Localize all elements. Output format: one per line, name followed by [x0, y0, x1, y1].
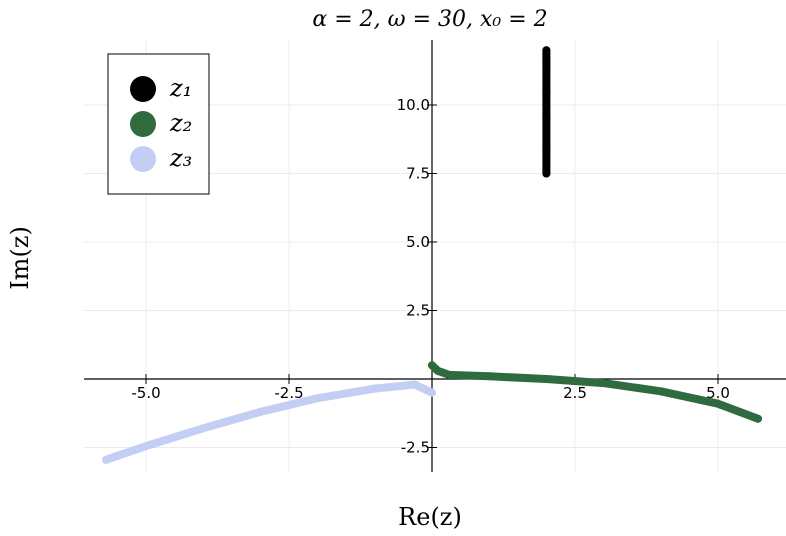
series-path — [102, 380, 436, 464]
axes — [84, 40, 786, 472]
data-point — [313, 394, 322, 403]
x-tick-label: 5.0 — [706, 384, 730, 402]
y-tick-label: 7.5 — [406, 165, 430, 183]
data-point — [428, 388, 436, 397]
series-layer — [101, 46, 763, 464]
y-tick-label: 5.0 — [406, 233, 430, 251]
data-point — [410, 380, 419, 389]
data-point — [428, 361, 436, 370]
legend-marker-z1 — [130, 76, 156, 102]
x-axis-title: Re(z) — [398, 503, 462, 531]
legend: z₁ z₂ z₃ — [107, 53, 210, 195]
tick-marks: -5.0 -2.5 2.5 5.0 -2.5 2.5 5.0 7.5 10.0 — [131, 96, 730, 457]
legend-label-z3: z₃ — [169, 144, 192, 172]
data-point — [542, 114, 551, 123]
series-1 — [542, 46, 551, 178]
data-point — [370, 384, 379, 393]
data-point — [754, 414, 763, 423]
data-point — [542, 142, 551, 151]
legend-box — [107, 53, 210, 195]
legend-marker-z2 — [130, 111, 156, 137]
series-2 — [428, 361, 763, 423]
series-3 — [101, 380, 436, 464]
data-point — [542, 87, 551, 96]
legend-label-z1: z₁ — [169, 74, 192, 102]
x-tick-label: 2.5 — [563, 384, 587, 402]
data-point — [142, 442, 150, 451]
y-tick-label: -2.5 — [401, 439, 430, 457]
legend-label-z2: z₂ — [169, 109, 192, 137]
chart-title: α = 2, ω = 30, x₀ = 2 — [312, 7, 547, 32]
data-point — [542, 375, 551, 383]
data-point — [445, 370, 454, 379]
data-point — [199, 424, 208, 433]
data-point — [485, 372, 494, 381]
legend-marker-z3 — [130, 146, 156, 172]
data-point — [542, 169, 551, 178]
data-point — [101, 455, 110, 464]
data-point — [714, 399, 722, 408]
y-tick-label: 2.5 — [406, 302, 430, 320]
x-tick-label: -5.0 — [131, 384, 160, 402]
x-tick-label: -2.5 — [274, 384, 303, 402]
data-point — [542, 59, 551, 68]
y-axis-title: Im(z) — [6, 226, 34, 290]
y-tick-label: 10.0 — [397, 96, 430, 114]
data-point — [599, 379, 608, 388]
data-point — [433, 366, 442, 375]
data-point — [656, 387, 665, 396]
data-point — [256, 407, 265, 416]
data-point — [542, 46, 551, 55]
